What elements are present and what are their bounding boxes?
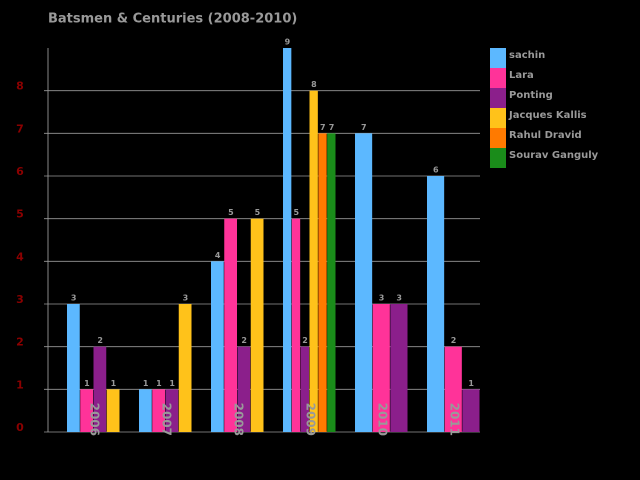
x-tick-label: 2010: [376, 403, 390, 436]
value-label: 3: [183, 294, 189, 303]
y-tick-label: 4: [16, 250, 24, 263]
value-label: 1: [111, 379, 117, 388]
value-label: 7: [329, 123, 335, 132]
bar: [178, 304, 192, 432]
bar: [355, 133, 373, 433]
bar: [300, 346, 309, 432]
y-tick-label: 7: [16, 122, 24, 135]
bar: [309, 90, 318, 433]
legend-label: Jacques Kallis: [508, 110, 587, 121]
legend-label: Sourav Ganguly: [509, 150, 599, 161]
y-tick-label: 3: [16, 293, 24, 306]
bar: [283, 48, 292, 432]
value-label: 4: [215, 251, 221, 260]
value-label: 5: [255, 208, 261, 217]
y-tick-label: 5: [16, 208, 24, 221]
value-label: 3: [379, 294, 385, 303]
legend-swatch: [490, 128, 506, 148]
value-label: 5: [293, 208, 299, 217]
y-tick-label: 8: [16, 80, 24, 93]
x-tick-label: 2007: [160, 403, 174, 436]
legend-label: sachin: [509, 50, 545, 61]
legend-swatch: [490, 148, 506, 168]
value-label: 3: [396, 294, 402, 303]
bar: [106, 389, 120, 432]
bar: [80, 389, 93, 432]
value-label: 3: [71, 294, 77, 303]
y-tick-label: 2: [16, 336, 24, 349]
value-label: 1: [169, 379, 175, 388]
bar: [93, 346, 107, 432]
value-label: 6: [433, 166, 439, 175]
bar: [462, 389, 480, 432]
bar: [139, 389, 152, 432]
value-label: 1: [84, 379, 90, 388]
bar: [211, 261, 224, 432]
bar: [372, 304, 390, 432]
x-tick-label: 2008: [232, 403, 246, 436]
value-label: 8: [311, 80, 317, 89]
value-label: 1: [143, 379, 149, 388]
legend-label: Lara: [509, 70, 534, 81]
value-label: 5: [228, 208, 234, 217]
bar: [444, 346, 462, 432]
bar: [224, 218, 237, 432]
value-label: 7: [361, 123, 367, 132]
value-label: 7: [320, 123, 326, 132]
y-tick-label: 1: [16, 378, 24, 391]
bar: [318, 133, 327, 433]
legend-swatch: [490, 88, 506, 108]
value-label: 2: [302, 336, 308, 345]
y-tick-label: 0: [16, 421, 24, 434]
x-tick-label: 2011: [448, 403, 462, 436]
legend-label: Rahul Dravid: [509, 130, 582, 141]
value-label: 1: [156, 379, 162, 388]
value-label: 1: [468, 379, 474, 388]
bar: [250, 218, 264, 432]
value-label: 2: [451, 336, 457, 345]
value-label: 9: [285, 38, 291, 47]
x-tick-label: 2009: [304, 403, 318, 436]
legend-swatch: [490, 108, 506, 128]
legend-swatch: [490, 68, 506, 88]
bar: [165, 389, 179, 432]
value-label: 2: [97, 336, 103, 345]
bar: [291, 218, 301, 432]
y-tick-label: 6: [16, 165, 24, 178]
x-tick-label: 2006: [88, 403, 102, 436]
bar: [67, 304, 80, 432]
bar: [427, 176, 445, 432]
bar: [390, 304, 408, 432]
legend-label: Ponting: [509, 90, 553, 101]
chart-title: Batsmen & Centuries (2008-2010): [48, 12, 297, 27]
bar: [327, 133, 336, 433]
bar: [237, 346, 251, 432]
legend-swatch: [490, 48, 506, 68]
bar: [152, 389, 165, 432]
value-label: 2: [241, 336, 247, 345]
